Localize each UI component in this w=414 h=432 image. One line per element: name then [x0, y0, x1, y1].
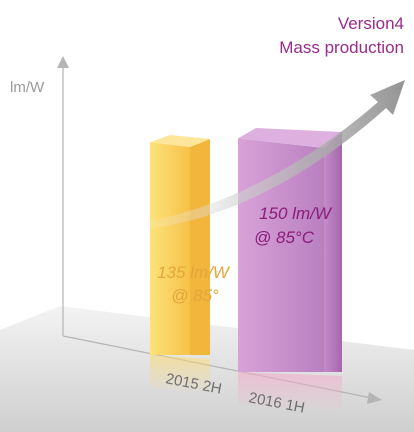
- bar-2: [238, 138, 324, 372]
- bar-1-side: [190, 139, 210, 355]
- x-axis-arrowhead: [367, 392, 382, 404]
- y-axis-label: lm/W: [10, 79, 45, 96]
- bars-group: [150, 128, 342, 412]
- bar-1-reflection: [150, 355, 210, 395]
- bar-1-top: [150, 135, 210, 147]
- growth-arrow: [130, 80, 405, 230]
- annotation-bar2-line1: 150 lm/W: [259, 204, 333, 223]
- bar-1: [150, 142, 190, 355]
- annotation-bar1-line2: @ 85°: [171, 286, 219, 305]
- callout-line1: Version4: [338, 14, 404, 33]
- bar-2-top: [238, 128, 342, 148]
- bar-2-side: [324, 132, 342, 372]
- annotation-bar2-line2: @ 85°C: [254, 228, 315, 247]
- bar-2-reflection: [238, 372, 342, 412]
- annotation-bar1-line1: 135 lm/W: [157, 263, 231, 282]
- y-axis-arrowhead: [57, 56, 69, 68]
- callout-line2: Mass production: [279, 38, 404, 57]
